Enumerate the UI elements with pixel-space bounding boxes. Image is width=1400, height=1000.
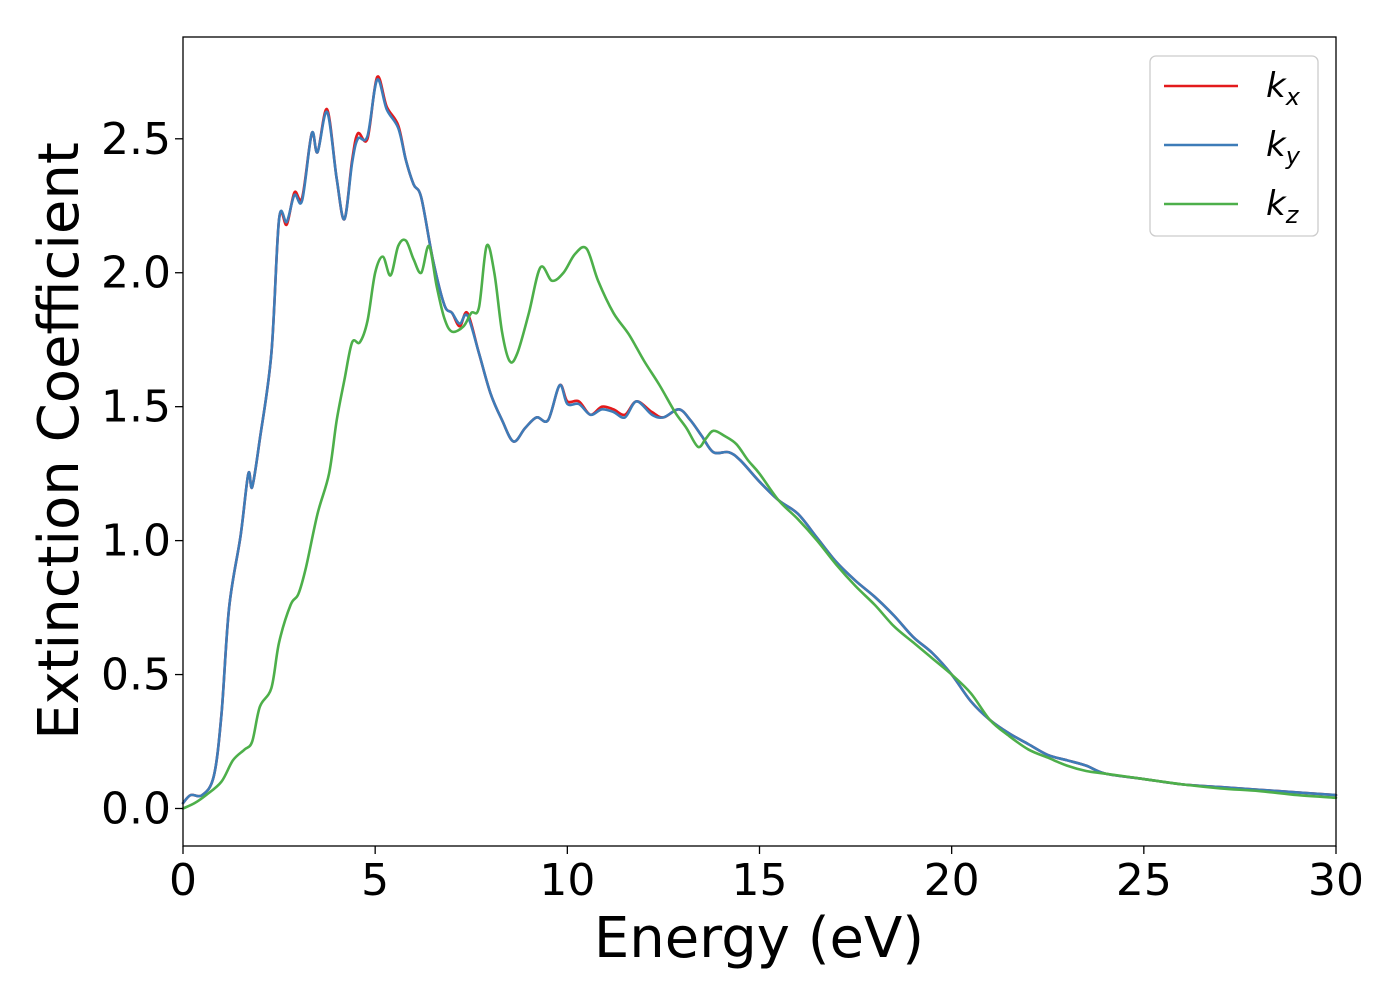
x-tick-label: 30 xyxy=(1308,855,1364,906)
y-tick-label: 2.5 xyxy=(101,114,171,165)
y-tick-label: 0.0 xyxy=(101,783,171,834)
y-tick-label: 1.5 xyxy=(101,382,171,433)
plot-area xyxy=(183,37,1336,846)
x-tick-label: 5 xyxy=(361,855,389,906)
legend-label-kz: kz xyxy=(1266,184,1300,229)
y-axis-title: Extinction Coefficient xyxy=(27,142,92,740)
x-axis-title: Energy (eV) xyxy=(594,906,924,971)
series-layer xyxy=(181,75,1338,810)
x-tick-label: 15 xyxy=(732,855,788,906)
y-tick-label: 0.5 xyxy=(101,650,171,701)
legend: kx ky kz xyxy=(1149,55,1319,237)
x-tick-label: 0 xyxy=(169,855,197,906)
series-line-ky xyxy=(181,78,1338,805)
legend-label-ky: ky xyxy=(1266,125,1301,170)
y-tick-label: 2.0 xyxy=(101,248,171,299)
y-axis-ticks: 0.0 0.5 1.0 1.5 2.0 2.5 xyxy=(101,114,183,834)
x-axis-ticks: 0 5 10 15 20 25 30 xyxy=(169,846,1364,906)
x-tick-label: 20 xyxy=(924,855,980,906)
x-tick-label: 25 xyxy=(1116,855,1172,906)
legend-label-kx: kx xyxy=(1266,66,1301,111)
series-line-kz xyxy=(181,238,1338,810)
x-tick-label: 10 xyxy=(539,855,595,906)
y-tick-label: 1.0 xyxy=(101,516,171,567)
